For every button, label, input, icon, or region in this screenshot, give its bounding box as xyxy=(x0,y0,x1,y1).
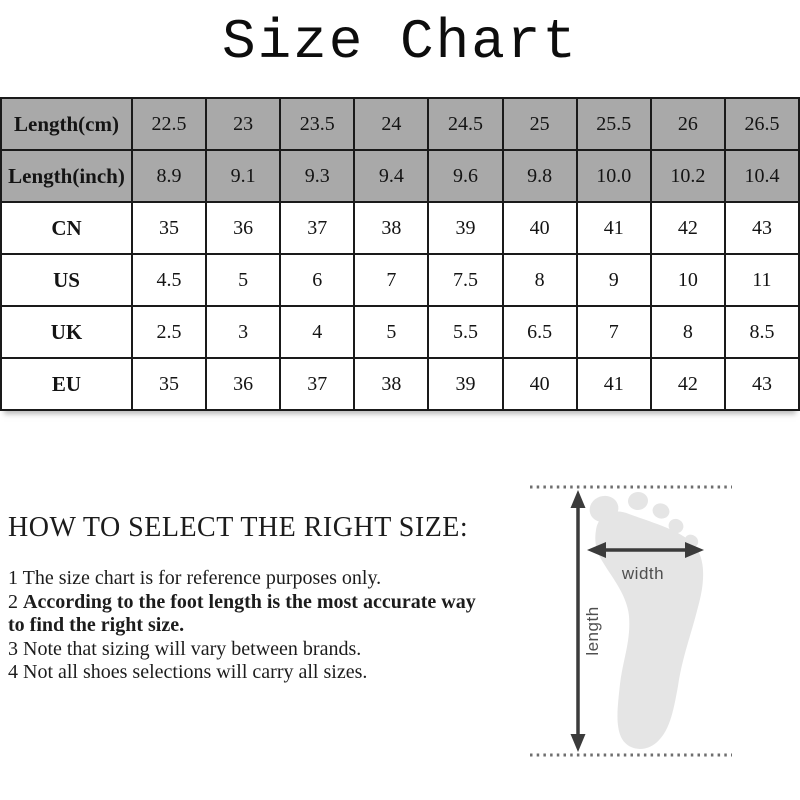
item-number: 1 xyxy=(8,567,18,589)
row-label-us: US xyxy=(0,253,133,307)
footprint-sole xyxy=(595,511,704,749)
howto-item-1: 1 The size chart is for reference purpos… xyxy=(8,567,478,591)
size-cell: 23 xyxy=(205,97,282,151)
size-cell: 24 xyxy=(353,97,430,151)
size-cell: 43 xyxy=(723,201,800,255)
size-cell: 38 xyxy=(353,357,430,411)
size-cell: 41 xyxy=(575,357,652,411)
size-cell: 25.5 xyxy=(575,97,652,151)
size-cell: 10.2 xyxy=(649,149,726,203)
size-cell: 5.5 xyxy=(427,305,504,359)
size-cell: 10.0 xyxy=(575,149,652,203)
page-title: Size Chart xyxy=(221,10,579,74)
item-text: According to the foot length is the most… xyxy=(8,590,476,637)
size-cell: 40 xyxy=(501,201,578,255)
size-cell: 22.5 xyxy=(130,97,208,151)
row-label-uk: UK xyxy=(0,305,133,359)
size-cell: 8.9 xyxy=(130,149,208,203)
foot-measure-diagram: width length xyxy=(524,477,738,767)
size-cell: 9.6 xyxy=(427,149,504,203)
size-cell: 37 xyxy=(279,201,356,255)
size-cell: 26.5 xyxy=(723,97,800,151)
footprint-toe xyxy=(628,491,648,511)
size-cell: 8.5 xyxy=(723,305,800,359)
size-cell: 36 xyxy=(205,201,282,255)
item-text: Note that sizing will vary between brand… xyxy=(23,637,362,660)
row-label-eu: EU xyxy=(0,357,133,411)
footprint-big-toe xyxy=(589,495,619,523)
length-label: length xyxy=(583,606,602,655)
howto-section: HOW TO SELECT THE RIGHT SIZE: 1 The size… xyxy=(8,511,478,685)
size-cell: 4 xyxy=(279,305,356,359)
howto-item-4: 4 Not all shoes selections will carry al… xyxy=(8,661,478,685)
size-cell: 38 xyxy=(353,201,430,255)
size-cell: 8 xyxy=(649,305,726,359)
size-cell: 39 xyxy=(427,201,504,255)
footprint-toe xyxy=(668,518,684,534)
size-cell: 41 xyxy=(575,201,652,255)
howto-heading: HOW TO SELECT THE RIGHT SIZE: xyxy=(8,512,469,543)
size-cell: 7.5 xyxy=(427,253,504,307)
footprint-icon xyxy=(589,491,704,749)
row-label-length-cm: Length(cm) xyxy=(0,97,133,151)
length-arrow-icon xyxy=(570,490,586,752)
size-cell: 35 xyxy=(130,201,208,255)
size-cell: 9.4 xyxy=(353,149,430,203)
footprint-toe xyxy=(652,503,670,519)
size-cell: 2.5 xyxy=(130,305,208,359)
width-arrow-icon xyxy=(587,542,704,558)
size-cell: 9.8 xyxy=(501,149,578,203)
size-cell: 24.5 xyxy=(427,97,504,151)
table-row-uk: UK 2.5 3 4 5 5.5 6.5 7 8 8.5 xyxy=(0,305,800,359)
item-text: Not all shoes selections will carry all … xyxy=(23,661,368,683)
size-cell: 10.4 xyxy=(723,149,800,203)
size-cell: 35 xyxy=(130,357,208,411)
size-cell: 9 xyxy=(575,253,652,307)
table-row-cn: CN 35 36 37 38 39 40 41 42 43 xyxy=(0,201,800,255)
size-cell: 25 xyxy=(501,97,578,151)
size-cell: 42 xyxy=(649,357,726,411)
size-cell: 6.5 xyxy=(501,305,578,359)
item-number: 2 xyxy=(8,590,18,613)
size-cell: 37 xyxy=(279,357,356,411)
size-cell: 36 xyxy=(205,357,282,411)
size-cell: 40 xyxy=(501,357,578,411)
howto-item-2: 2 According to the foot length is the mo… xyxy=(8,591,478,638)
size-cell: 23.5 xyxy=(279,97,356,151)
size-cell: 10 xyxy=(649,253,726,307)
row-label-length-inch: Length(inch) xyxy=(0,149,133,203)
size-cell: 43 xyxy=(723,357,800,411)
item-text: The size chart is for reference purposes… xyxy=(22,567,382,589)
table-row-us: US 4.5 5 6 7 7.5 8 9 10 11 xyxy=(0,253,800,307)
size-cell: 3 xyxy=(205,305,282,359)
width-label: width xyxy=(621,564,664,583)
size-cell: 5 xyxy=(353,305,430,359)
size-table: Length(cm) 22.5 23 23.5 24 24.5 25 25.5 … xyxy=(0,97,800,411)
size-cell: 8 xyxy=(501,253,578,307)
row-label-cn: CN xyxy=(0,201,133,255)
size-cell: 39 xyxy=(427,357,504,411)
howto-item-3: 3 Note that sizing will vary between bra… xyxy=(8,638,478,662)
size-cell: 26 xyxy=(649,97,726,151)
item-number: 4 xyxy=(8,661,18,683)
table-row-length-cm: Length(cm) 22.5 23 23.5 24 24.5 25 25.5 … xyxy=(0,97,800,151)
size-cell: 9.3 xyxy=(279,149,356,203)
howto-list: 1 The size chart is for reference purpos… xyxy=(8,567,478,685)
table-row-length-inch: Length(inch) 8.9 9.1 9.3 9.4 9.6 9.8 10.… xyxy=(0,149,800,203)
size-cell: 42 xyxy=(649,201,726,255)
item-number: 3 xyxy=(8,637,18,660)
size-cell: 7 xyxy=(353,253,430,307)
size-cell: 5 xyxy=(205,253,282,307)
table-row-eu: EU 35 36 37 38 39 40 41 42 43 xyxy=(0,357,800,411)
size-cell: 9.1 xyxy=(205,149,282,203)
size-cell: 4.5 xyxy=(130,253,208,307)
size-cell: 7 xyxy=(575,305,652,359)
size-cell: 11 xyxy=(723,253,800,307)
size-cell: 6 xyxy=(279,253,356,307)
